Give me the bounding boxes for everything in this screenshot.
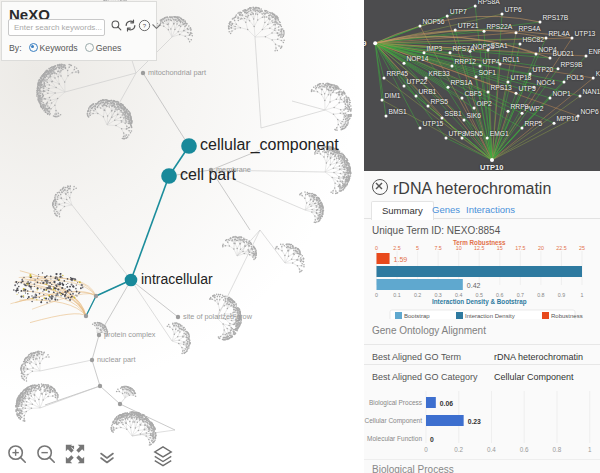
svg-text:1: 1 bbox=[588, 446, 592, 453]
svg-text:Bootstrap: Bootstrap bbox=[404, 313, 430, 319]
svg-text:0.42: 0.42 bbox=[467, 282, 481, 289]
svg-text:Cellular Component: Cellular Component bbox=[365, 417, 423, 425]
svg-text:7.5: 7.5 bbox=[434, 245, 441, 251]
svg-text:10: 10 bbox=[456, 245, 462, 251]
svg-text:0.8: 0.8 bbox=[553, 446, 562, 453]
svg-text:0.2: 0.2 bbox=[414, 292, 421, 298]
svg-text:Robustness: Robustness bbox=[551, 313, 583, 319]
svg-text:0.2: 0.2 bbox=[454, 446, 463, 453]
svg-text:0.4: 0.4 bbox=[487, 446, 496, 453]
svg-text:0: 0 bbox=[424, 446, 428, 453]
svg-text:0.06: 0.06 bbox=[440, 400, 453, 407]
svg-text:0.6: 0.6 bbox=[520, 446, 529, 453]
svg-text:1.59: 1.59 bbox=[394, 256, 408, 263]
svg-text:?: ? bbox=[143, 23, 147, 29]
svg-text:Molecular Function: Molecular Function bbox=[367, 435, 422, 442]
svg-text:22.5: 22.5 bbox=[556, 245, 566, 251]
svg-text:25: 25 bbox=[579, 245, 585, 251]
svg-text:15: 15 bbox=[497, 245, 503, 251]
svg-text:Interaction Density: Interaction Density bbox=[465, 313, 515, 319]
svg-text:0.23: 0.23 bbox=[468, 418, 481, 425]
svg-text:0: 0 bbox=[430, 436, 434, 443]
svg-text:0.9: 0.9 bbox=[558, 292, 565, 298]
svg-text:20: 20 bbox=[538, 245, 544, 251]
svg-text:0.1: 0.1 bbox=[393, 292, 400, 298]
svg-text:17.5: 17.5 bbox=[515, 245, 525, 251]
svg-text:1: 1 bbox=[581, 292, 584, 298]
svg-text:Interaction Density & Bootstra: Interaction Density & Bootstrap bbox=[432, 298, 527, 306]
svg-text:2.5: 2.5 bbox=[393, 245, 400, 251]
svg-text:0: 0 bbox=[375, 245, 378, 251]
svg-text:Biological Process: Biological Process bbox=[369, 399, 423, 407]
svg-text:12.5: 12.5 bbox=[474, 245, 484, 251]
svg-text:0.8: 0.8 bbox=[537, 292, 544, 298]
svg-text:0: 0 bbox=[375, 292, 378, 298]
svg-text:5: 5 bbox=[416, 245, 419, 251]
